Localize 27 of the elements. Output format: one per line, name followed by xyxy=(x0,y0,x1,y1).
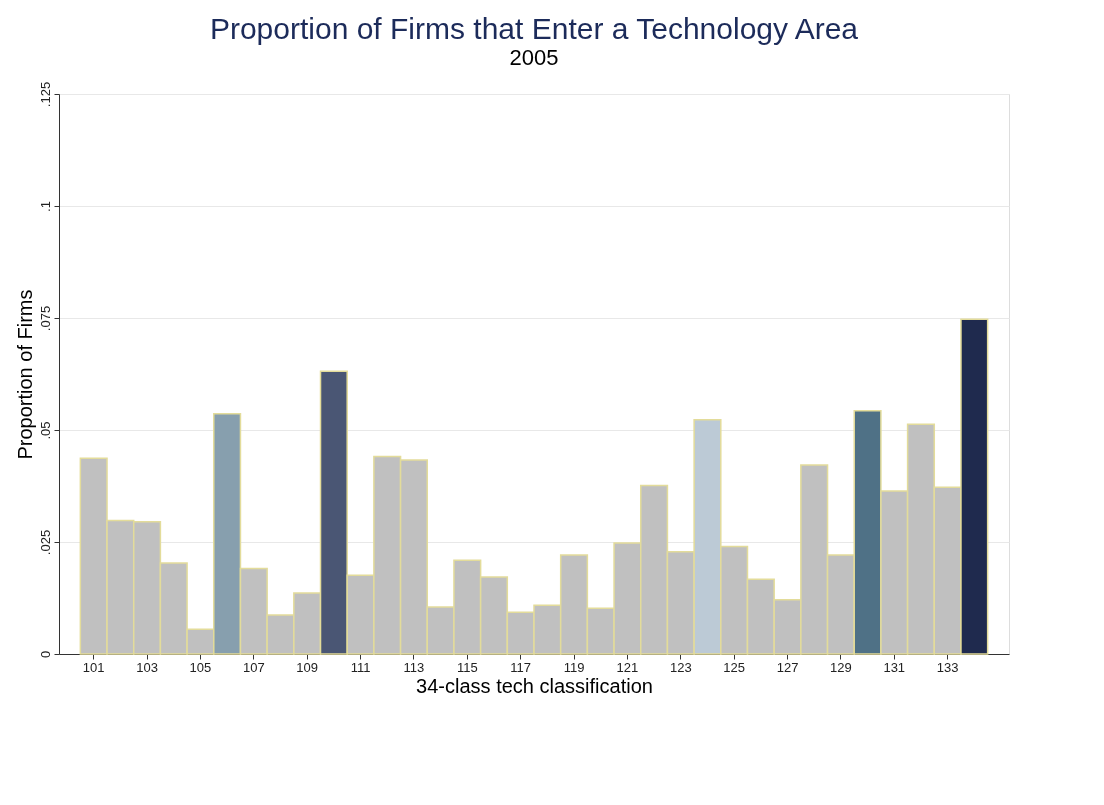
x-tick-label: 121 xyxy=(616,659,639,675)
chart-title: Proportion of Firms that Enter a Technology Area xyxy=(209,12,859,46)
x-tick-label: 105 xyxy=(189,659,212,675)
x-tick-label: 109 xyxy=(296,659,319,675)
x-tick-label: 129 xyxy=(830,659,852,675)
x-tick-label: 115 xyxy=(456,659,478,675)
y-tick-label: .125 xyxy=(37,81,53,108)
x-axis-title: 34-class tech classification xyxy=(416,674,653,697)
x-tick-label: 133 xyxy=(936,659,959,675)
y-axis-title: Proportion of Firms xyxy=(13,289,36,460)
x-tick-label: 103 xyxy=(136,659,158,675)
x-tick-label: 101 xyxy=(82,659,105,675)
x-tick-label: 113 xyxy=(403,659,425,675)
x-tick-label: 107 xyxy=(242,659,265,675)
x-tick-label: 127 xyxy=(776,659,799,675)
x-tick-label: 125 xyxy=(723,659,745,675)
y-tick-label: .075 xyxy=(37,305,53,332)
x-tick-label: 123 xyxy=(669,659,692,675)
chart-subtitle: 2005 xyxy=(509,45,559,71)
x-tick-label: 111 xyxy=(350,659,371,675)
y-tick-label: .05 xyxy=(37,421,53,440)
x-tick-label: 117 xyxy=(510,659,532,675)
x-tick-label: 131 xyxy=(883,659,906,675)
x-tick-label: 119 xyxy=(563,659,585,675)
y-tick-label: 0 xyxy=(37,650,53,659)
y-tick-label: .1 xyxy=(37,201,53,212)
y-tick-label: .025 xyxy=(37,529,53,556)
